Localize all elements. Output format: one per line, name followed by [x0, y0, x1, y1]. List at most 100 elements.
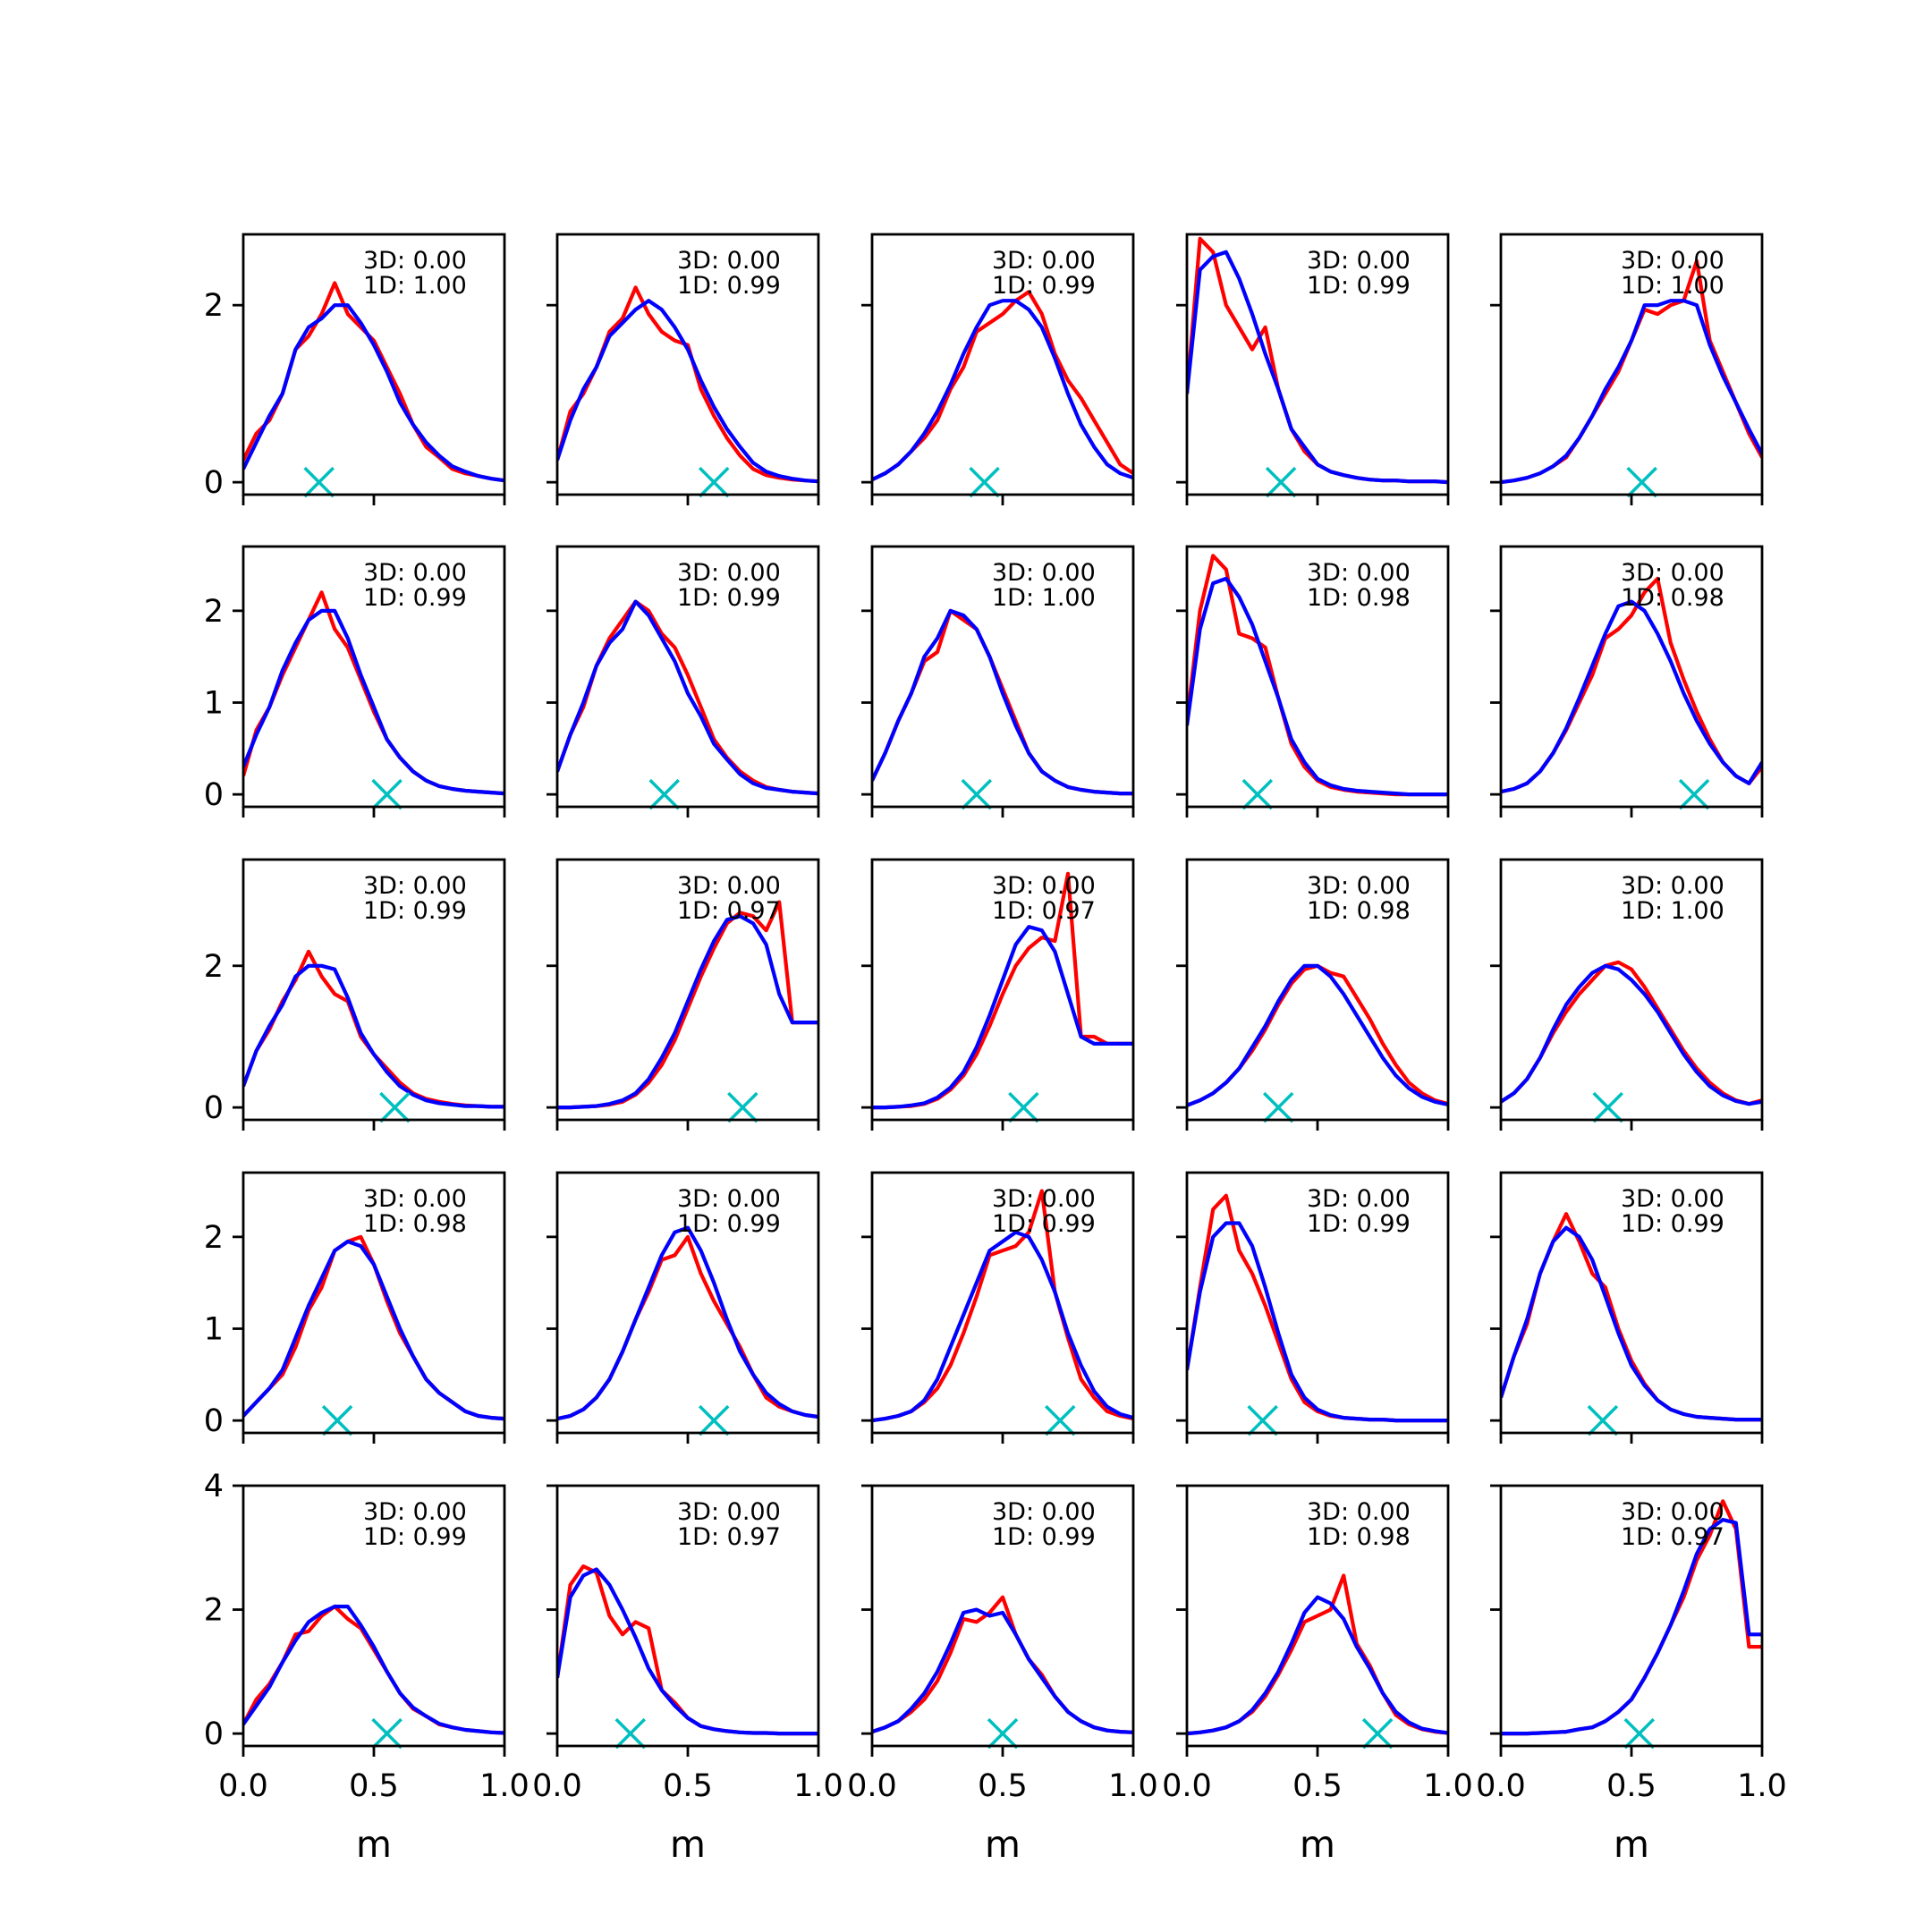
- blue-series-line: [1187, 1595, 1448, 1736]
- y-tick-label: 0: [204, 465, 224, 501]
- annotation-1d: 1D: 0.99: [677, 272, 781, 300]
- blue-series-line: [243, 303, 504, 483]
- marker-x: [1626, 466, 1657, 498]
- marker-x: [1045, 1404, 1076, 1436]
- red-series-line: [243, 281, 504, 483]
- annotation-3d: 3D: 0.00: [677, 1185, 781, 1213]
- annotation-1d: 1D: 1.00: [1621, 897, 1724, 925]
- marker-x: [371, 1717, 402, 1750]
- x-tick-label: 0.5: [1606, 1768, 1657, 1804]
- blue-series-line: [243, 1604, 504, 1735]
- annotation-3d: 3D: 0.00: [677, 872, 781, 900]
- marker-x: [987, 1717, 1019, 1750]
- y-tick-label: 0: [204, 777, 224, 813]
- x-tick-label: 0.5: [663, 1768, 713, 1804]
- blue-series-line: [872, 1607, 1133, 1734]
- y-tick-label: 2: [204, 1220, 224, 1256]
- x-tick-label: 1.0: [1108, 1768, 1158, 1804]
- blue-series-line: [243, 963, 504, 1109]
- blue-series-line: [1187, 1221, 1448, 1423]
- marker-x: [727, 1091, 758, 1123]
- annotation-1d: 1D: 0.99: [992, 272, 1096, 300]
- blue-series-line: [243, 1239, 504, 1421]
- blue-series-line: [1501, 299, 1762, 485]
- red-series-line: [872, 608, 1133, 796]
- marker-x: [1262, 1091, 1294, 1123]
- marker-x: [1265, 466, 1297, 498]
- annotation-3d: 3D: 0.00: [1621, 247, 1724, 275]
- marker-x: [321, 1404, 353, 1436]
- marker-x: [371, 778, 402, 810]
- annotation-3d: 3D: 0.00: [363, 872, 467, 900]
- marker-x: [1008, 1091, 1039, 1123]
- marker-x: [303, 466, 335, 498]
- blue-series-line: [1501, 1225, 1762, 1422]
- x-axis-label: m: [356, 1823, 392, 1866]
- y-tick-label: 1: [204, 685, 224, 721]
- red-series-line: [557, 599, 818, 796]
- blue-series-line: [1501, 1517, 1762, 1736]
- blue-series-line: [1501, 963, 1762, 1106]
- blue-series-line: [557, 299, 818, 484]
- annotation-1d: 1D: 0.99: [1621, 1210, 1724, 1238]
- blue-series-line: [243, 608, 504, 796]
- red-series-line: [1501, 960, 1762, 1106]
- annotation-3d: 3D: 0.00: [1621, 1498, 1724, 1526]
- red-series-line: [557, 285, 818, 484]
- annotation-3d: 3D: 0.00: [992, 559, 1096, 587]
- x-tick-label: 0.0: [218, 1768, 268, 1804]
- annotation-1d: 1D: 0.97: [677, 897, 781, 925]
- annotation-1d: 1D: 0.99: [363, 584, 467, 612]
- y-tick-label: 0: [204, 1716, 224, 1752]
- annotation-1d: 1D: 0.99: [677, 584, 781, 612]
- annotation-1d: 1D: 0.99: [677, 1210, 781, 1238]
- annotation-3d: 3D: 0.00: [363, 1185, 467, 1213]
- marker-x: [1241, 778, 1274, 810]
- annotation-3d: 3D: 0.00: [1307, 1498, 1411, 1526]
- annotation-3d: 3D: 0.00: [1307, 559, 1411, 587]
- annotation-3d: 3D: 0.00: [1307, 1185, 1411, 1213]
- x-tick-label: 0.0: [1476, 1768, 1526, 1804]
- blue-series-line: [872, 925, 1133, 1110]
- annotation-1d: 1D: 0.99: [992, 1210, 1096, 1238]
- annotation-1d: 1D: 0.99: [363, 897, 467, 925]
- marker-x: [379, 1091, 411, 1123]
- y-tick-label: 2: [204, 949, 224, 985]
- y-tick-label: 0: [204, 1090, 224, 1126]
- annotation-1d: 1D: 0.98: [1307, 1523, 1411, 1551]
- annotation-1d: 1D: 0.98: [363, 1210, 467, 1238]
- marker-x: [1361, 1717, 1394, 1750]
- annotation-1d: 1D: 1.00: [992, 584, 1096, 612]
- y-tick-label: 2: [204, 1593, 224, 1629]
- blue-series-line: [557, 1225, 818, 1421]
- annotation-3d: 3D: 0.00: [1621, 1185, 1724, 1213]
- marker-x: [614, 1717, 646, 1750]
- annotation-1d: 1D: 1.00: [1621, 272, 1724, 300]
- x-tick-label: 1.0: [1423, 1768, 1473, 1804]
- annotation-1d: 1D: 0.99: [363, 1523, 467, 1551]
- x-tick-label: 0.5: [978, 1768, 1028, 1804]
- red-series-line: [557, 1234, 818, 1421]
- blue-series-line: [872, 608, 1133, 796]
- annotation-3d: 3D: 0.00: [992, 1498, 1096, 1526]
- marker-x: [698, 466, 730, 498]
- annotation-3d: 3D: 0.00: [363, 559, 467, 587]
- marker-x: [698, 1404, 730, 1436]
- marker-x: [1587, 1404, 1619, 1436]
- annotation-1d: 1D: 1.00: [363, 272, 467, 300]
- annotation-1d: 1D: 0.98: [1307, 897, 1411, 925]
